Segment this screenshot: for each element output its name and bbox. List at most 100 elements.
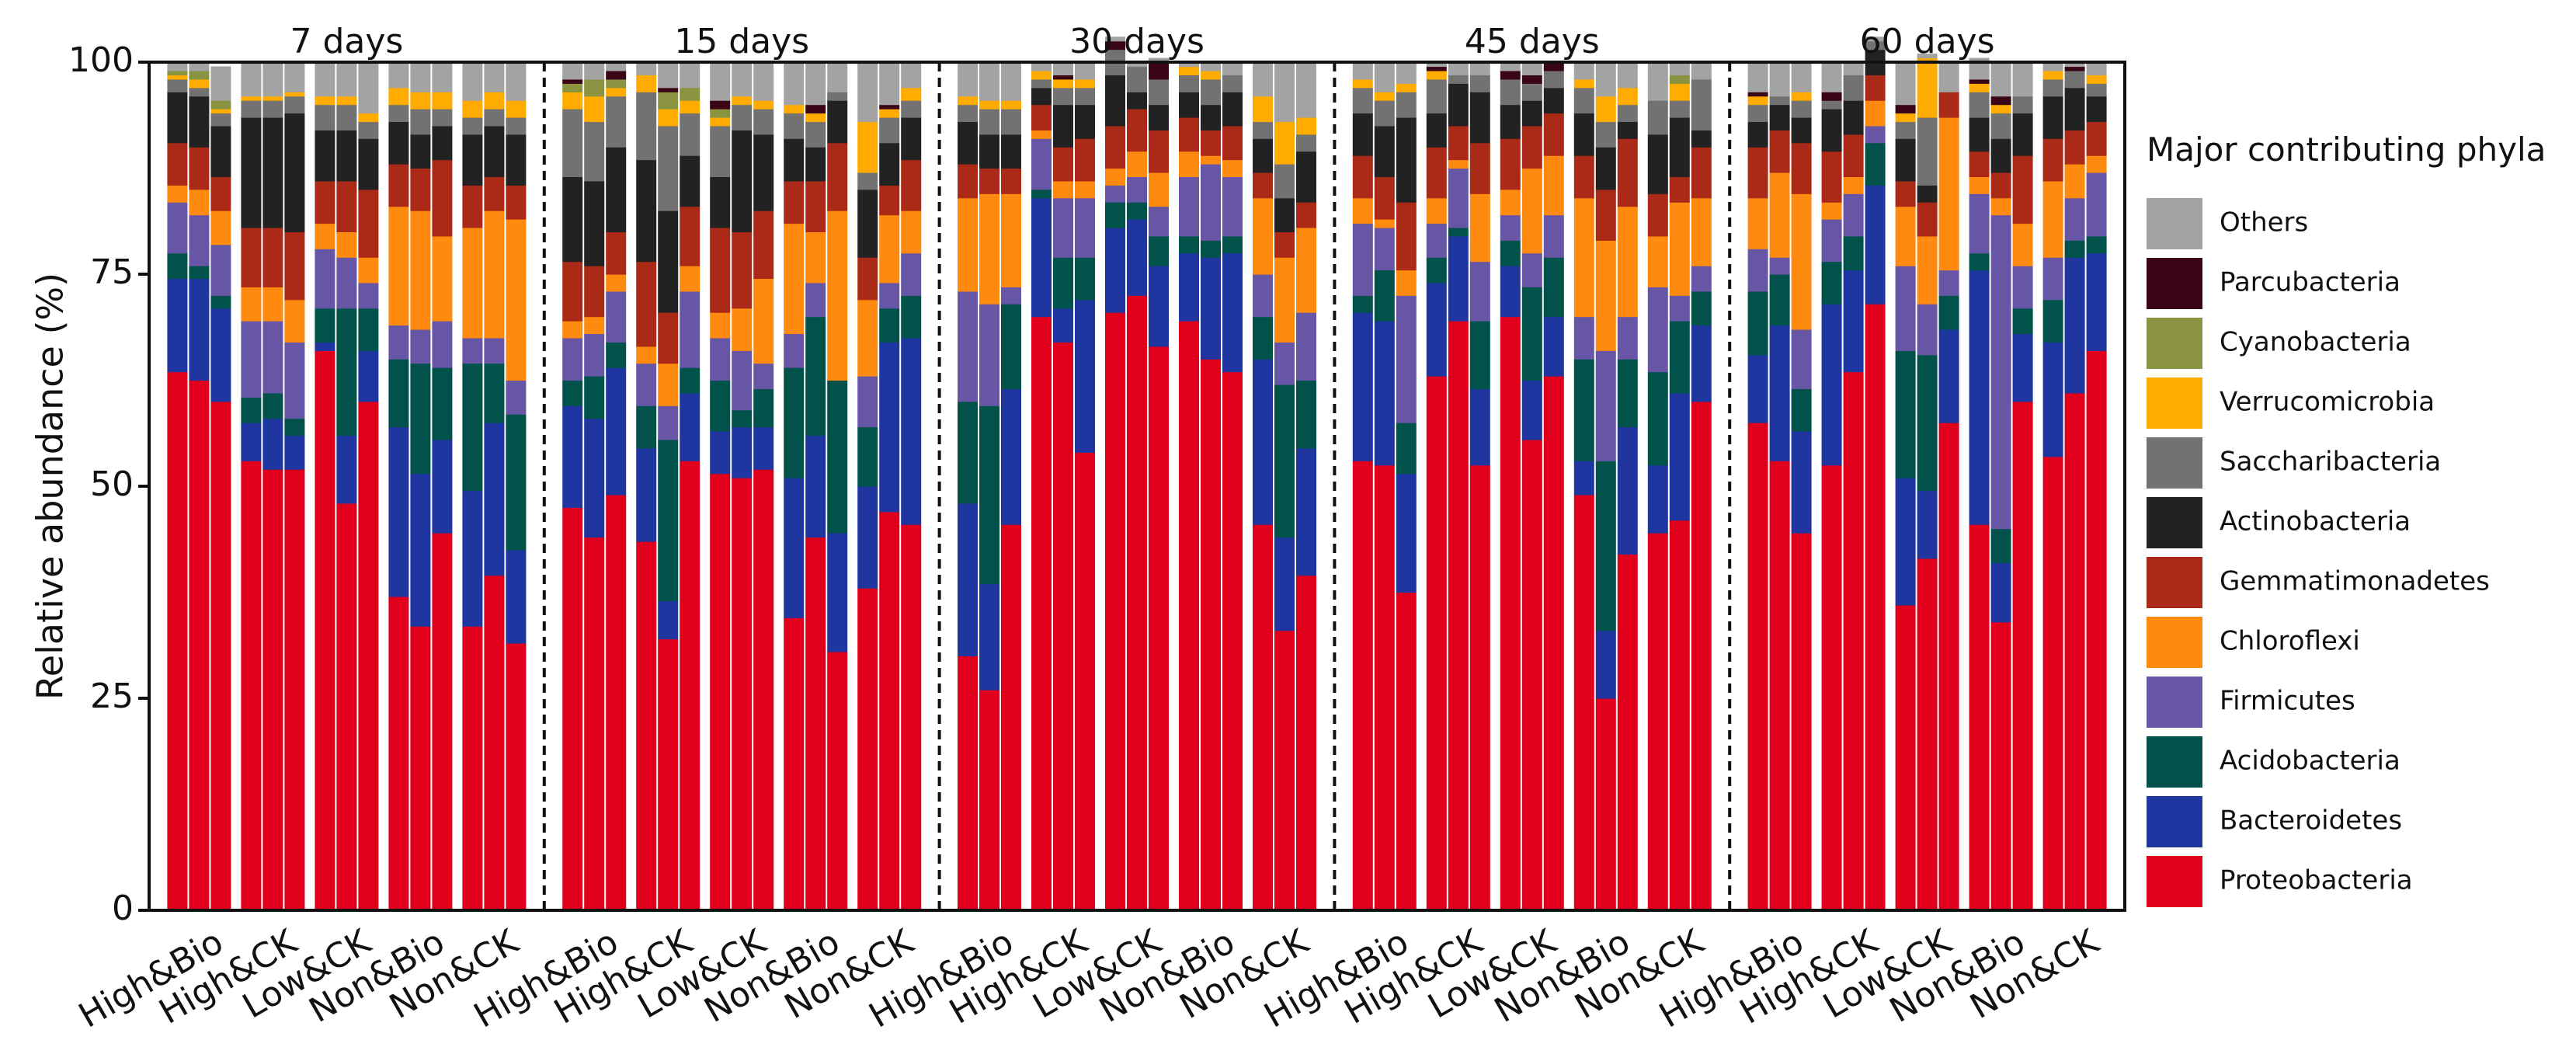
bar-segment-others	[1938, 62, 1959, 92]
bar-segment-chloroflexi	[1865, 100, 1886, 127]
bar-segment-saccharibacteria	[805, 121, 826, 148]
bar-segment-bacteroidetes	[2012, 333, 2033, 402]
bar-segment-proteobacteria	[805, 537, 826, 911]
bar-segment-firmicutes	[1274, 342, 1295, 385]
bar-segment-chloroflexi	[857, 299, 878, 377]
bar-segment-others	[1791, 62, 1812, 92]
bar-segment-proteobacteria	[506, 643, 527, 911]
bar-segment-firmicutes	[358, 282, 379, 309]
bar-segment-firmicutes	[1448, 168, 1469, 228]
bar-segment-others	[2086, 62, 2107, 75]
bar-segment-gemmatimonadetes	[658, 312, 679, 364]
bar-segment-verrucomicrobia	[857, 121, 878, 173]
bar-segment-proteobacteria	[1791, 533, 1812, 911]
bar-segment-gemmatimonadetes	[1543, 113, 1564, 156]
bar-segment-others	[1374, 62, 1395, 92]
bar-segment-acidobacteria	[1769, 274, 1790, 326]
bar-segment-bacteroidetes	[2086, 252, 2107, 351]
bar-segment-others	[562, 62, 583, 80]
bar-segment-bacteroidetes	[410, 473, 431, 627]
bar-segment-acidobacteria	[358, 308, 379, 351]
bar-segment-saccharibacteria	[336, 104, 357, 130]
bar-segment-saccharibacteria	[1296, 134, 1316, 152]
bar-segment-proteobacteria	[1543, 376, 1564, 911]
bar-segment-bacteroidetes	[1274, 537, 1295, 631]
bar-segment-saccharibacteria	[315, 104, 335, 130]
bar-segment-chloroflexi	[1669, 202, 1690, 296]
bar-segment-actinobacteria	[315, 130, 335, 182]
bar-segment-chloroflexi	[1001, 193, 1021, 287]
bar-segment-saccharibacteria	[1127, 66, 1147, 92]
legend-label: Verrucomicrobia	[2220, 387, 2435, 418]
bar-segment-proteobacteria	[827, 651, 848, 911]
bar-segment-actinobacteria	[410, 134, 431, 169]
bar-segment-bacteroidetes	[1127, 219, 1147, 296]
bar-segment-verrucomicrobia	[1969, 83, 1990, 92]
bar-segment-acidobacteria	[680, 367, 700, 394]
bar-segment-verrucomicrobia	[1573, 78, 1594, 89]
legend-label: Others	[2220, 207, 2308, 238]
bar-segment-gemmatimonadetes	[262, 227, 283, 287]
bar-segment-parcubacteria	[1149, 62, 1169, 80]
bar-segment-proteobacteria	[1500, 316, 1521, 911]
bar-segment-actinobacteria	[827, 100, 848, 144]
bar-segment-saccharibacteria	[958, 104, 978, 123]
bar-segment-others	[388, 62, 409, 89]
bar-segment-bacteroidetes	[753, 426, 774, 470]
bar-segment-gemmatimonadetes	[1001, 168, 1021, 194]
bar-segment-actinobacteria	[484, 125, 505, 178]
bar-segment-firmicutes	[1001, 287, 1021, 304]
bar-segment-proteobacteria	[1253, 524, 1273, 911]
bar-segment-others	[636, 62, 657, 75]
panel-title: 15 days	[674, 22, 809, 61]
bar-segment-acidobacteria	[1296, 380, 1316, 449]
bar-segment-verrucomicrobia	[606, 87, 627, 97]
bar-segment-parcubacteria	[1053, 75, 1073, 80]
bar-segment-cyanobacteria	[562, 83, 583, 92]
bar-segment-verrucomicrobia	[1179, 66, 1199, 75]
bar-segment-proteobacteria	[1647, 533, 1668, 911]
bar-segment-chloroflexi	[1374, 219, 1395, 228]
bar-segment-actinobacteria	[1917, 185, 1938, 203]
bar-segment-firmicutes	[1990, 214, 2011, 530]
bar-segment-cyanobacteria	[210, 100, 231, 110]
bar-segment-others	[1426, 62, 1447, 68]
bar-segment-bacteroidetes	[1105, 227, 1125, 313]
bar-segment-chloroflexi	[1617, 206, 1638, 318]
bar-segment-firmicutes	[1149, 206, 1169, 237]
bar-segment-chloroflexi	[1426, 197, 1447, 224]
bar-segment-others	[358, 62, 379, 114]
bar-segment-saccharibacteria	[1149, 78, 1169, 106]
bar-segment-bacteroidetes	[958, 503, 978, 656]
bar-segment-bacteroidetes	[1821, 304, 1842, 466]
bar-segment-acidobacteria	[827, 380, 848, 534]
bar-segment-acidobacteria	[1053, 257, 1073, 309]
bar-segment-proteobacteria	[1274, 630, 1295, 911]
bar-segment-firmicutes	[1895, 266, 1916, 351]
bar-segment-bacteroidetes	[1791, 431, 1812, 534]
bar-segment-actinobacteria	[2086, 96, 2107, 123]
bar-segment-chloroflexi	[732, 308, 753, 351]
bar-segment-others	[732, 62, 753, 97]
bar-segment-actinobacteria	[1396, 117, 1417, 203]
bar-segment-firmicutes	[315, 249, 335, 309]
bar-segment-acidobacteria	[1691, 290, 1712, 326]
bar-segment-acidobacteria	[658, 439, 679, 602]
bar-segment-acidobacteria	[606, 342, 627, 368]
bar-segment-bacteroidetes	[1296, 447, 1316, 576]
bar-segment-gemmatimonadetes	[315, 180, 335, 224]
bar-segment-bacteroidetes	[315, 342, 335, 351]
bar-segment-acidobacteria	[210, 295, 231, 309]
legend-label: Bacteroidetes	[2220, 805, 2402, 837]
bar-segment-firmicutes	[1105, 185, 1125, 203]
bar-segment-proteobacteria	[1669, 520, 1690, 911]
bar-segment-chloroflexi	[2064, 164, 2085, 199]
bar-segment-others	[979, 62, 999, 101]
bar-segment-bacteroidetes	[805, 435, 826, 538]
bar-segment-saccharibacteria	[410, 109, 431, 135]
bar-segment-bacteroidetes	[1769, 325, 1790, 461]
bar-segment-acidobacteria	[2064, 240, 2085, 258]
legend-swatch-saccharibacteria	[2147, 437, 2202, 489]
bar-segment-acidobacteria	[315, 308, 335, 343]
bar-segment-saccharibacteria	[189, 87, 210, 97]
